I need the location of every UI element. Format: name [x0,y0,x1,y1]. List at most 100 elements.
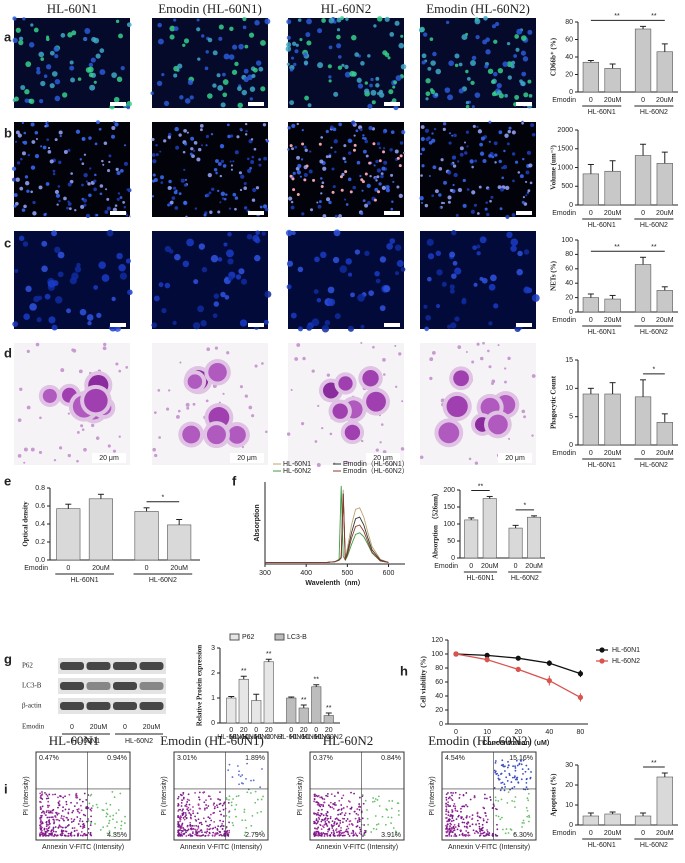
flow-event [364,829,366,832]
cell [106,229,114,237]
flow-event [120,820,123,823]
cell [379,305,386,312]
point [484,652,490,659]
flow-event [506,801,509,804]
flow-event [449,829,452,832]
x-group-label: HL-60N2 [315,734,343,741]
cell [349,70,356,77]
cell [77,77,82,81]
flow-event [57,826,60,829]
cell [102,163,105,166]
flow-event [45,821,48,824]
cell [88,62,94,68]
cell [330,146,333,149]
cell [439,206,442,209]
flow-event [505,828,508,830]
cell [208,191,212,195]
cell [425,314,431,321]
flow-event [181,830,184,832]
flow-event [497,815,500,818]
cell [499,207,503,211]
flow-event [359,806,362,808]
flow-event [342,794,345,797]
quadrant-value: 6.30% [513,832,533,839]
flow-event [323,818,326,820]
flow-event [394,830,397,833]
cell [238,43,244,50]
cell [480,136,485,141]
flow-event [208,795,211,798]
flow-event [238,783,240,786]
cell [243,68,249,74]
cell [248,32,255,38]
flow-event [486,821,488,824]
cell [318,200,322,204]
cell [451,273,457,279]
cell [108,154,112,158]
cell [14,268,19,274]
net [292,188,296,192]
flow-event [494,807,497,810]
cell [344,198,347,201]
cell [264,18,271,25]
cell [350,292,355,298]
flow-event [66,817,69,819]
net [352,148,356,152]
cell [76,262,81,268]
cell [243,186,247,190]
flow-event [327,830,329,833]
flow-event [67,834,70,837]
flow-event [449,825,451,828]
flow-event [256,811,259,814]
flow-x-label: Annexin V-FITC (Intensity) [316,844,398,851]
cell [383,131,386,134]
flow-event [81,820,84,823]
flow-event [317,820,319,823]
flow-event [341,797,343,800]
flow-event [90,834,93,837]
flow-event [463,805,466,808]
cell [506,142,510,146]
flow-event [344,812,347,815]
flow-event [487,834,489,836]
scale-bar [516,211,532,215]
flow-event [57,806,59,809]
flow-event [355,834,358,836]
flow-event [329,805,332,808]
flow-event [332,803,335,805]
bar [604,68,621,93]
cell [128,215,132,218]
flow-event [52,818,55,821]
flow-event [525,778,528,781]
cell-nucleus [488,414,508,435]
cell [442,122,447,126]
cell [23,313,30,321]
cell [423,304,428,309]
cell [296,122,299,126]
flow-event [325,822,328,825]
flow-event [228,829,231,832]
flow-event [506,780,509,782]
panel-label: d [4,345,12,360]
flow-event [454,826,457,828]
cell [252,234,260,242]
cell [356,77,362,83]
cell [264,290,272,298]
cell [432,165,437,170]
cell [459,146,464,151]
flow-event [513,785,516,788]
flow-event [41,829,43,832]
debris [429,376,433,381]
flow-event [182,808,184,811]
flow-event [503,789,506,792]
cell [301,129,304,132]
flow-event [466,805,469,808]
flow-event [346,825,349,828]
flow-event [325,814,328,817]
y-tick-label: 0 [451,555,455,562]
series-line [265,485,389,563]
flow-event [362,802,365,805]
cell [223,242,228,247]
cell [286,62,290,66]
flow-event [205,799,207,802]
